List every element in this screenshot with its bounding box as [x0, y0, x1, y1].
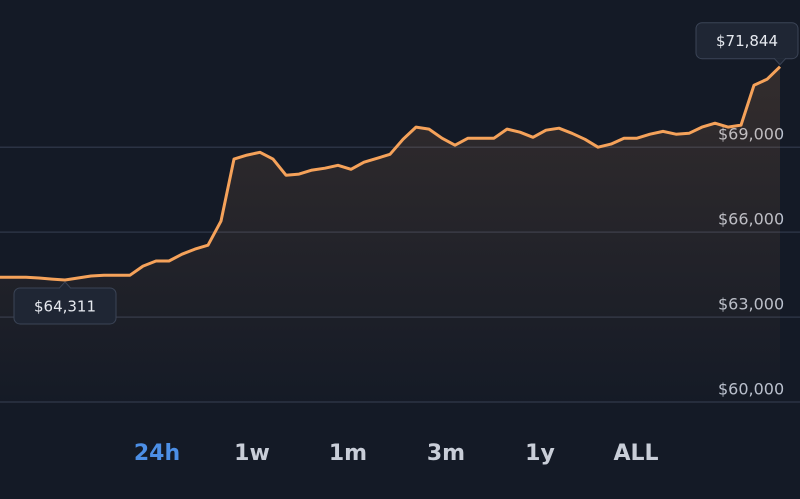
tooltip-box [695, 22, 799, 60]
range-button[interactable]: 3m [427, 441, 465, 466]
tooltip-label: $64,311 [34, 297, 96, 315]
tooltip-pointer [58, 281, 72, 289]
tooltip-pointer [773, 57, 787, 66]
tooltip: $64,311 [13, 281, 117, 325]
price-line [0, 65, 782, 282]
range-button[interactable]: 24h [134, 441, 180, 466]
tooltip: $71,844 [695, 22, 799, 66]
range-button[interactable]: ALL [613, 441, 658, 466]
range-button[interactable]: 1w [234, 441, 270, 466]
tooltip-label: $71,844 [716, 32, 778, 50]
range-button[interactable]: 1m [329, 441, 367, 466]
range-button[interactable]: 1y [525, 441, 555, 466]
area [0, 66, 780, 411]
